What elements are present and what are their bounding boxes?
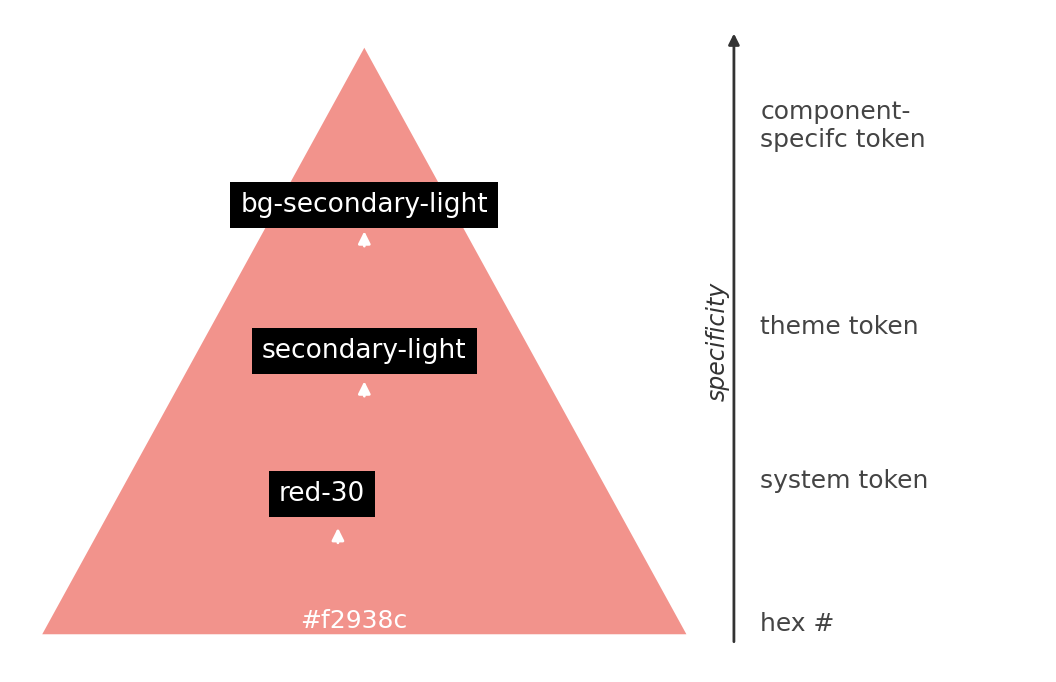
Text: system token: system token <box>760 469 928 493</box>
Text: bg-secondary-light: bg-secondary-light <box>241 192 488 218</box>
Text: hex #: hex # <box>760 612 834 636</box>
Text: #f2938c: #f2938c <box>300 608 408 633</box>
Text: red-30: red-30 <box>279 481 365 507</box>
Text: secondary-light: secondary-light <box>262 338 467 364</box>
Text: theme token: theme token <box>760 315 919 340</box>
Polygon shape <box>42 48 686 634</box>
Text: specificity: specificity <box>706 282 730 400</box>
Text: component-
specifc token: component- specifc token <box>760 100 926 152</box>
